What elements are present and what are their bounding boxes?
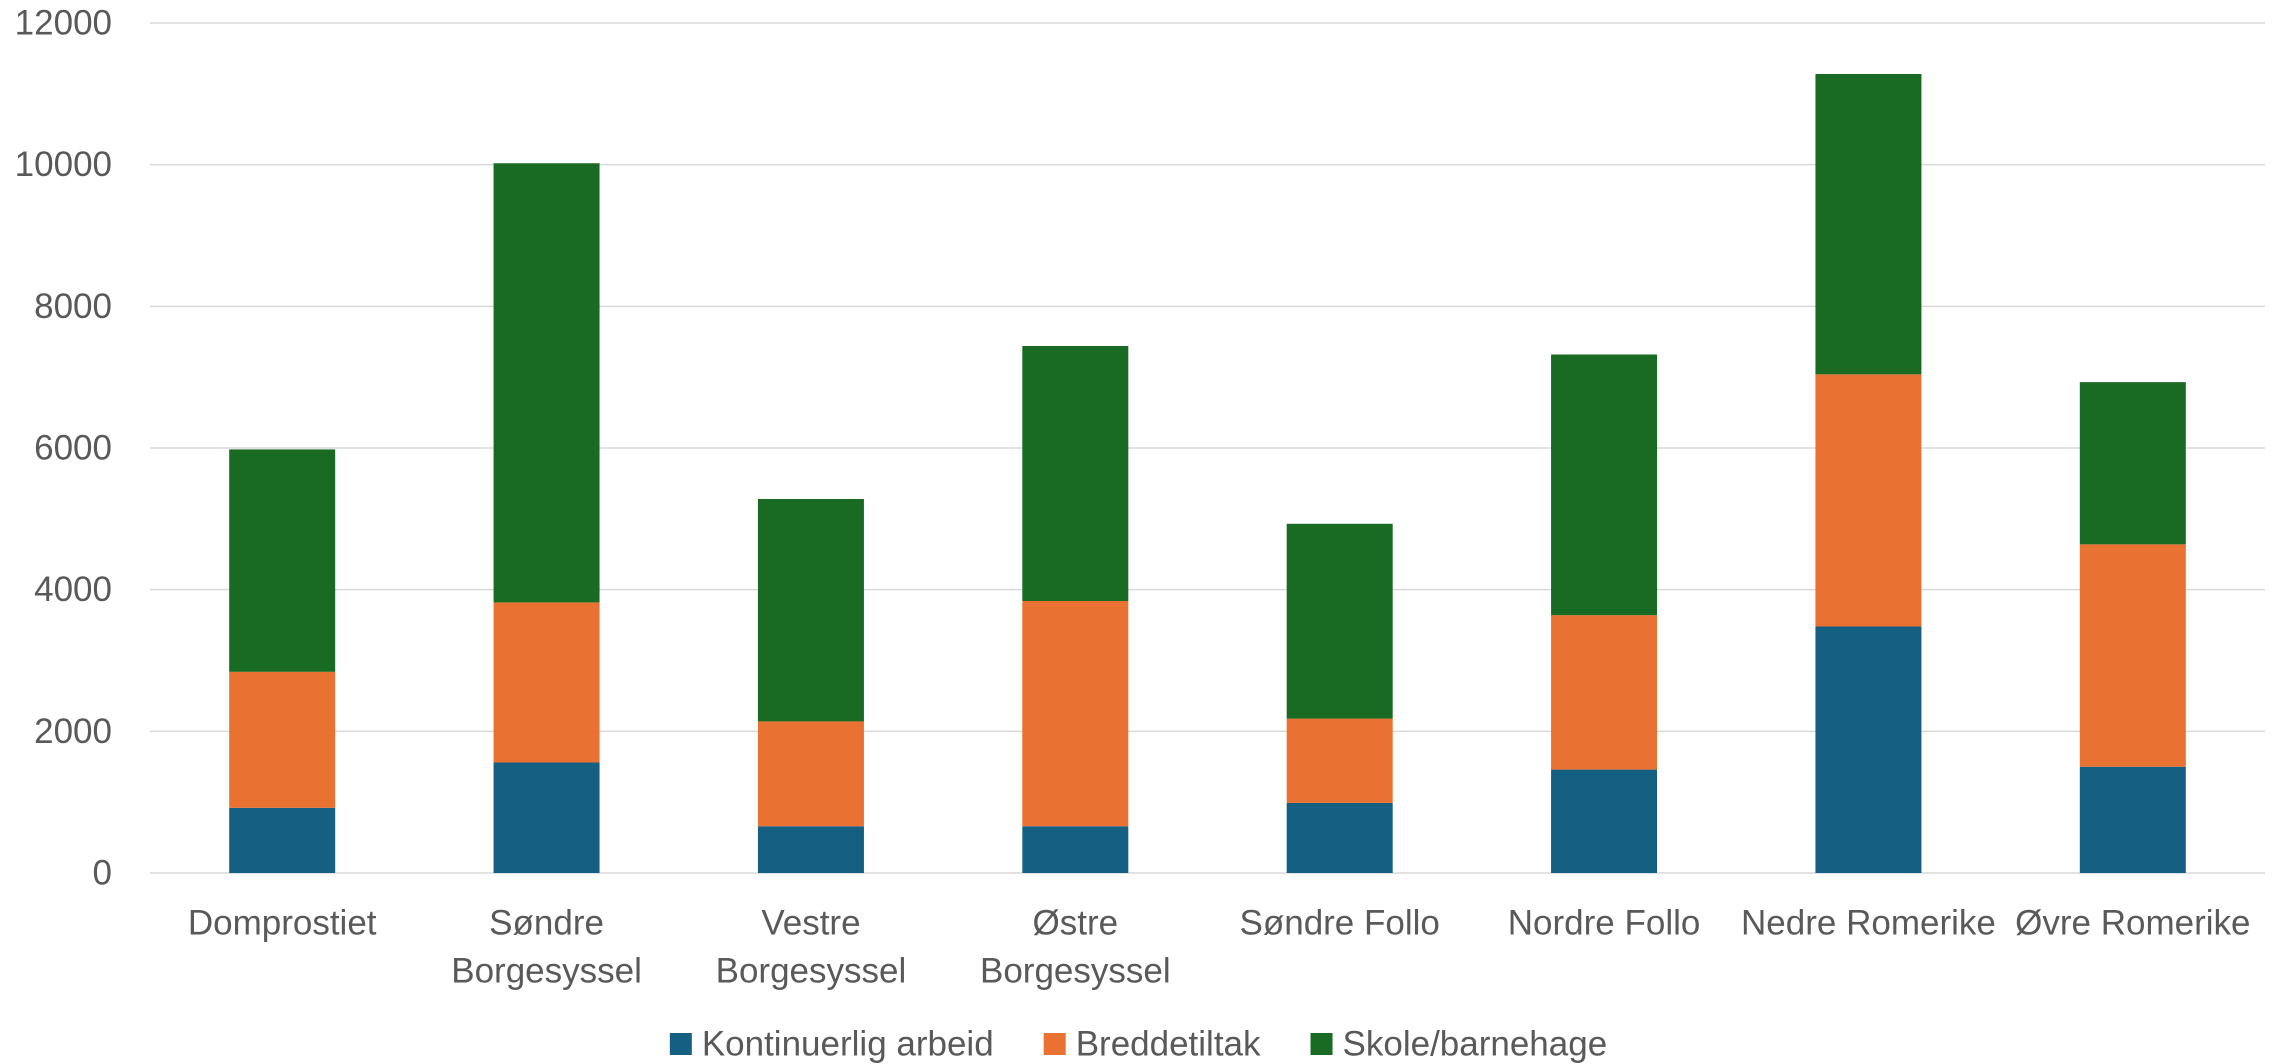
x-tick-label: Vestre [761, 904, 860, 943]
bar-segment-skole-barnehage [1815, 74, 1922, 375]
y-tick-label: 12000 [15, 4, 112, 43]
legend-swatch [1043, 1033, 1066, 1055]
bar-segment-breddetiltak [1551, 615, 1658, 770]
gridlines [150, 22, 2265, 874]
bar-segment-kontinuerlig-arbeid [2079, 766, 2186, 873]
x-tick-label: Borgesyssel [451, 952, 642, 991]
x-axis-tick-labels: Domprostiet Søndre Borgesyssel Vestre Borges… [188, 904, 2251, 991]
x-tick-label: Søndre Follo [1240, 904, 1440, 943]
legend-item: Skole/barnehage [1310, 1025, 1608, 1064]
x-tick-label: Nedre Romerike [1741, 904, 1996, 943]
bar-segment-kontinuerlig-arbeid [493, 762, 600, 873]
legend: Kontinuerlig arbeid Breddetiltak Skole/bar… [669, 1025, 1608, 1064]
x-tick-label: Øvre Romerike [2015, 904, 2250, 943]
bar-segment-skole-barnehage [229, 449, 336, 672]
y-tick-label: 8000 [34, 287, 112, 326]
bar-segment-breddetiltak [1286, 718, 1393, 803]
bar-segment-breddetiltak [229, 671, 336, 808]
x-tick-label: Borgesyssel [716, 952, 907, 991]
y-axis-tick-labels: 0 2000 4000 6000 8000 10000 12000 [15, 4, 112, 893]
legend-swatch [1310, 1033, 1333, 1055]
bar-segment-skole-barnehage [493, 163, 600, 603]
bar-segment-kontinuerlig-arbeid [229, 807, 336, 873]
bar-segment-skole-barnehage [757, 499, 864, 722]
x-tick-label: Domprostiet [188, 904, 377, 943]
legend-item: Breddetiltak [1043, 1025, 1261, 1064]
x-tick-label: Søndre [489, 904, 604, 943]
bar-segment-kontinuerlig-arbeid [1551, 769, 1658, 873]
x-tick-label: Østre [1033, 904, 1119, 943]
legend-item: Kontinuerlig arbeid [669, 1025, 994, 1064]
x-tick-label: Nordre Follo [1508, 904, 1701, 943]
legend-swatch [669, 1033, 692, 1055]
legend-label: Skole/barnehage [1343, 1025, 1608, 1064]
bar-segment-skole-barnehage [1022, 346, 1129, 601]
y-tick-label: 2000 [34, 712, 112, 751]
bar-segment-breddetiltak [1815, 374, 1922, 627]
bars [229, 74, 2186, 873]
bar-segment-kontinuerlig-arbeid [1815, 626, 1922, 873]
y-tick-label: 0 [93, 854, 112, 893]
bar-segment-kontinuerlig-arbeid [1286, 802, 1393, 873]
bar-segment-skole-barnehage [1286, 523, 1393, 719]
legend-label: Breddetiltak [1076, 1025, 1261, 1064]
bar-segment-breddetiltak [2079, 544, 2186, 767]
bar-segment-breddetiltak [493, 602, 600, 763]
bar-segment-skole-barnehage [2079, 382, 2186, 545]
legend-label: Kontinuerlig arbeid [702, 1025, 994, 1064]
y-tick-label: 6000 [34, 429, 112, 468]
bar-segment-skole-barnehage [1551, 354, 1658, 616]
bar-segment-breddetiltak [757, 721, 864, 827]
x-tick-label: Borgesyssel [980, 952, 1171, 991]
bar-segment-breddetiltak [1022, 601, 1129, 827]
y-tick-label: 4000 [34, 570, 112, 609]
y-tick-label: 10000 [15, 145, 112, 184]
bar-segment-kontinuerlig-arbeid [1022, 826, 1129, 873]
bar-segment-kontinuerlig-arbeid [757, 826, 864, 873]
